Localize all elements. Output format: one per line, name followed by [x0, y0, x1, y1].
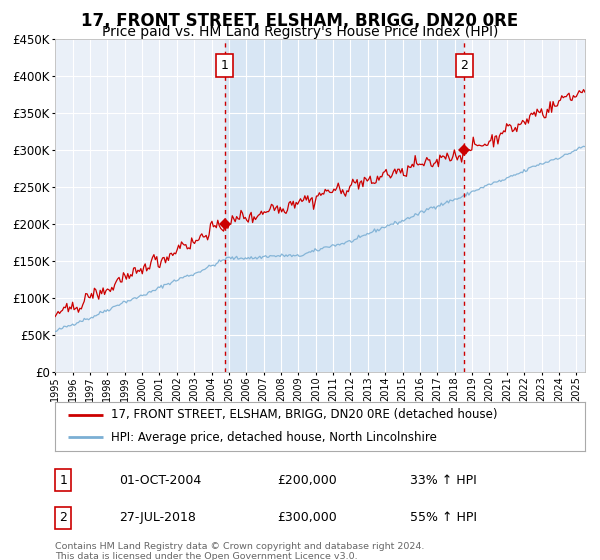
- Text: 2: 2: [59, 511, 67, 524]
- Text: 17, FRONT STREET, ELSHAM, BRIGG, DN20 0RE (detached house): 17, FRONT STREET, ELSHAM, BRIGG, DN20 0R…: [111, 408, 497, 421]
- Text: 1: 1: [59, 474, 67, 487]
- Text: Contains HM Land Registry data © Crown copyright and database right 2024.
This d: Contains HM Land Registry data © Crown c…: [55, 542, 425, 560]
- Text: 17, FRONT STREET, ELSHAM, BRIGG, DN20 0RE: 17, FRONT STREET, ELSHAM, BRIGG, DN20 0R…: [82, 12, 518, 30]
- Text: 27-JUL-2018: 27-JUL-2018: [119, 511, 196, 524]
- Text: 2: 2: [461, 59, 469, 72]
- Bar: [224, 39, 464, 372]
- Text: 55% ↑ HPI: 55% ↑ HPI: [410, 511, 477, 524]
- Text: £300,000: £300,000: [278, 511, 337, 524]
- Text: HPI: Average price, detached house, North Lincolnshire: HPI: Average price, detached house, Nort…: [111, 431, 437, 444]
- Text: Price paid vs. HM Land Registry's House Price Index (HPI): Price paid vs. HM Land Registry's House …: [102, 25, 498, 39]
- Text: 1: 1: [221, 59, 229, 72]
- Text: £200,000: £200,000: [278, 474, 337, 487]
- Text: 01-OCT-2004: 01-OCT-2004: [119, 474, 201, 487]
- Text: 33% ↑ HPI: 33% ↑ HPI: [410, 474, 477, 487]
